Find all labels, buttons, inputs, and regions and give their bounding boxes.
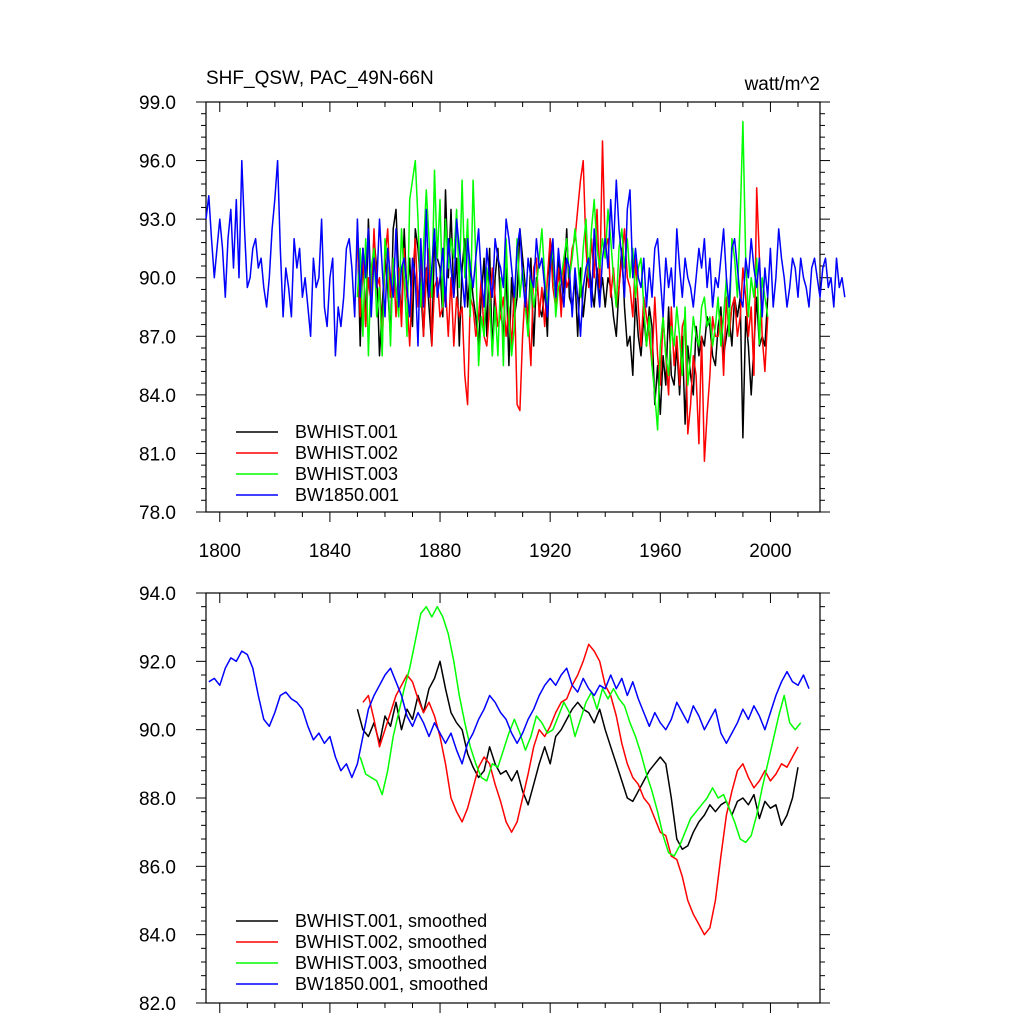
panel1-series-4-line [205, 159, 846, 357]
panel1-ytick-label: 93.0 [139, 210, 176, 231]
panel1-units: watt/m^2 [744, 74, 820, 95]
panel1-xtick-label: 2000 [749, 541, 791, 562]
panel1-xtick-label: 1880 [419, 541, 461, 562]
panel1-frame [205, 101, 821, 513]
panel2-ytick-label: 90.0 [139, 721, 176, 742]
panel2-legend-label-1: BWHIST.001, smoothed [295, 911, 487, 931]
panel1-legend-label-3: BWHIST.003 [295, 464, 398, 484]
panel2-ytick-label: 84.0 [139, 926, 176, 947]
panel1-ytick-label: 87.0 [139, 327, 176, 348]
panel2-legend-label-4: BW1850.001, smoothed [295, 974, 488, 994]
panel2-series-2-line [362, 643, 799, 936]
panel1-ytick-label: 90.0 [139, 269, 176, 290]
panel1-xtick-label: 1840 [309, 541, 351, 562]
panel1-legend-label-2: BWHIST.002 [295, 443, 398, 463]
panel2-ytick-label: 88.0 [139, 789, 176, 810]
panel1-title: SHF_QSW, PAC_49N-66N [206, 68, 434, 89]
panel2-ytick-label: 92.0 [139, 652, 176, 673]
panel1-legend-label-1: BWHIST.001 [295, 422, 398, 442]
panel2-series-1-line [356, 660, 799, 851]
panel1-ytick-label: 84.0 [139, 386, 176, 407]
panel1-series-3-line [356, 120, 769, 431]
panel2-ytick-label: 82.0 [139, 994, 176, 1015]
panel2-ytick-label: 94.0 [139, 584, 176, 605]
panel2-ytick-label: 86.0 [139, 857, 176, 878]
panel1-ytick-label: 99.0 [139, 93, 176, 114]
panel1-xtick-label: 1800 [199, 541, 241, 562]
panel2-legend-label-2: BWHIST.002, smoothed [295, 932, 487, 952]
panel1-ytick-label: 81.0 [139, 444, 176, 465]
panel1-ytick-label: 96.0 [139, 152, 176, 173]
panel1-legend-label-4: BW1850.001 [295, 485, 399, 505]
panel2-legend-label-3: BWHIST.003, smoothed [295, 953, 487, 973]
panel1-xtick-label: 1920 [529, 541, 571, 562]
panel2-series-4-line [208, 650, 810, 779]
panel1-xtick-label: 1960 [639, 541, 681, 562]
panel2-series-3-line [359, 605, 802, 857]
panel1-ytick-label: 78.0 [139, 503, 176, 524]
